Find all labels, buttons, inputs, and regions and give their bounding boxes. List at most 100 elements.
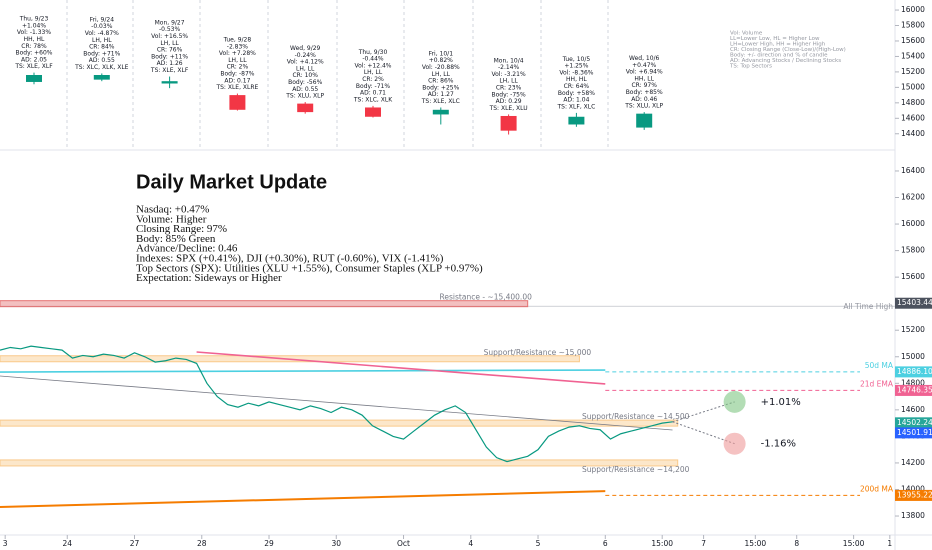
day-summary-line: LH, LL xyxy=(160,40,179,47)
day-summary-line: Vol: -3.21% xyxy=(492,71,526,78)
y-tick-label: 15000 xyxy=(901,352,925,361)
day-summary-line: HH, LL xyxy=(634,75,654,82)
day-summary-line: LH, LL xyxy=(296,65,315,72)
candle-body xyxy=(26,75,42,82)
day-summary-line: Wed, 9/29 xyxy=(290,45,321,52)
update-line: Body: 85% Green xyxy=(136,233,216,245)
day-summary-line: TS: XLU, XLP xyxy=(624,103,663,110)
day-summary-line: LH, HL xyxy=(92,37,112,44)
level-band xyxy=(0,419,679,427)
legend-line: Vol: Volume xyxy=(730,31,763,37)
day-summary-line: +1.25% xyxy=(564,63,588,70)
legend-line: Body: +/- direction and % of candle xyxy=(730,53,828,59)
level-label: Support/Resistance ~14,500 xyxy=(582,412,690,421)
day-summary-line: AD: 0.46 xyxy=(631,96,657,103)
y-tick-label: 15600 xyxy=(901,272,925,281)
day-summary-line: CR: 84% xyxy=(89,44,115,51)
price-label-box xyxy=(895,297,932,309)
day-summary-line: LH, LL xyxy=(228,57,247,64)
day-summary-line: -2.14% xyxy=(498,64,520,71)
x-tick-label: 8 xyxy=(794,539,799,548)
day-summary-line: TS: XLE, XLC xyxy=(421,98,460,105)
price-label: 14501.91 xyxy=(897,428,932,437)
level-band xyxy=(0,300,529,308)
day-summary-line: TS: XLC, XLK, XLE xyxy=(74,64,129,71)
day-summary-line: Body: +71% xyxy=(83,50,120,57)
x-tick-label: 7 xyxy=(701,539,706,548)
day-summary-line: TS: XLE, XLU xyxy=(489,105,528,112)
day-summary-line: CR: 64% xyxy=(564,83,590,90)
price-label-box xyxy=(895,489,932,501)
day-summary-line: AD: 0.71 xyxy=(360,90,386,97)
y-tick-label: 14600 xyxy=(901,405,925,414)
day-summary-line: Body: +58% xyxy=(558,90,595,97)
day-summary-line: Vol: +6.94% xyxy=(626,69,663,76)
y-tick-label: 16200 xyxy=(901,193,925,202)
y-tick-label: 16000 xyxy=(901,219,925,228)
price-label: 14502.24 xyxy=(897,418,932,427)
y-tick-label: 14200 xyxy=(901,458,925,467)
day-summary-line: Vol: -4.87% xyxy=(85,30,119,37)
day-summary-line: +0.47% xyxy=(632,62,656,69)
price-label-box xyxy=(895,427,932,439)
ma-name: 50d MA xyxy=(865,361,894,370)
projection-label: -1.16% xyxy=(761,439,796,450)
x-tick-label: 15:00 xyxy=(651,539,673,548)
day-summary-line: TS: XLE, XLRE xyxy=(215,84,258,91)
y-tick-label: 15400 xyxy=(901,51,925,60)
day-summary-line: CR: 76% xyxy=(157,47,183,54)
day-summary-line: TS: XLC, XLK xyxy=(353,96,393,103)
y-tick-label: 15000 xyxy=(901,82,925,91)
candle-body xyxy=(365,107,381,117)
x-tick-label: 29 xyxy=(264,539,274,548)
day-summary-line: AD: 0.55 xyxy=(292,86,318,93)
x-tick-label: 15:00 xyxy=(745,539,767,548)
day-summary-line: Fri, 10/1 xyxy=(429,50,454,57)
day-summary-line: Vol: +16.5% xyxy=(151,33,188,40)
candle-body xyxy=(229,95,246,110)
y-tick-label: 15800 xyxy=(901,21,925,30)
y-tick-label: 15600 xyxy=(901,36,925,45)
legend-line: LH=Lower High, HH = Higher High xyxy=(730,42,826,48)
day-summary-line: -0.44% xyxy=(362,56,384,63)
day-summary-line: +0.82% xyxy=(429,57,453,64)
x-tick-label: 28 xyxy=(197,539,207,548)
day-summary-line: -0.24% xyxy=(295,52,317,59)
day-summary-line: AD: 1.26 xyxy=(157,60,183,67)
candle-body xyxy=(161,81,178,84)
candle-body xyxy=(500,115,517,131)
x-tick-label: 6 xyxy=(603,539,608,548)
level-band xyxy=(0,459,679,467)
trendline xyxy=(0,375,673,431)
legend-line: LL=Lower Low, HL = Higher Low xyxy=(730,36,820,42)
x-tick-label: Oct xyxy=(397,539,410,548)
update-line: Nasdaq: +0.47% xyxy=(136,204,209,216)
x-tick-label: 3 xyxy=(3,539,8,548)
update-line: Expectation: Sideways or Higher xyxy=(136,272,282,284)
day-summary-line: Body: -87% xyxy=(220,70,254,77)
day-summary-line: Tue, 9/28 xyxy=(223,36,252,43)
candle-body xyxy=(568,116,585,125)
y-tick-label: 14000 xyxy=(901,484,925,493)
day-summary-line: TS: XLE, XLF xyxy=(150,67,189,74)
projection-path xyxy=(672,401,735,423)
legend-line: AD: Advancing Stocks / Declining Stocks xyxy=(730,58,841,64)
price-label-box xyxy=(895,366,932,378)
y-tick-label: 15200 xyxy=(901,67,925,76)
day-summary-line: Vol: +7.28% xyxy=(219,50,256,57)
price-label: 14886.10 xyxy=(897,367,932,376)
day-summary-line: LH, LL xyxy=(499,78,518,85)
legend-line: CR: Closing Range (Close-Low)/(High-Low) xyxy=(730,47,846,53)
y-tick-label: 16000 xyxy=(901,5,925,14)
all-time-high-label: All Time High xyxy=(843,302,893,311)
day-summary-line: Thu, 9/23 xyxy=(19,16,49,23)
day-summary-line: HH, HL xyxy=(566,76,587,83)
moving-average xyxy=(0,490,606,508)
day-summary-line: Vol: -8.36% xyxy=(559,69,593,76)
day-summary-line: Body: +85% xyxy=(626,89,663,96)
day-summary-line: CR: 10% xyxy=(292,72,318,79)
update-title: Daily Market Update xyxy=(136,171,327,193)
level-label: Support/Resistance ~15,000 xyxy=(484,348,592,357)
day-summary-line: CR: 2% xyxy=(362,76,384,83)
